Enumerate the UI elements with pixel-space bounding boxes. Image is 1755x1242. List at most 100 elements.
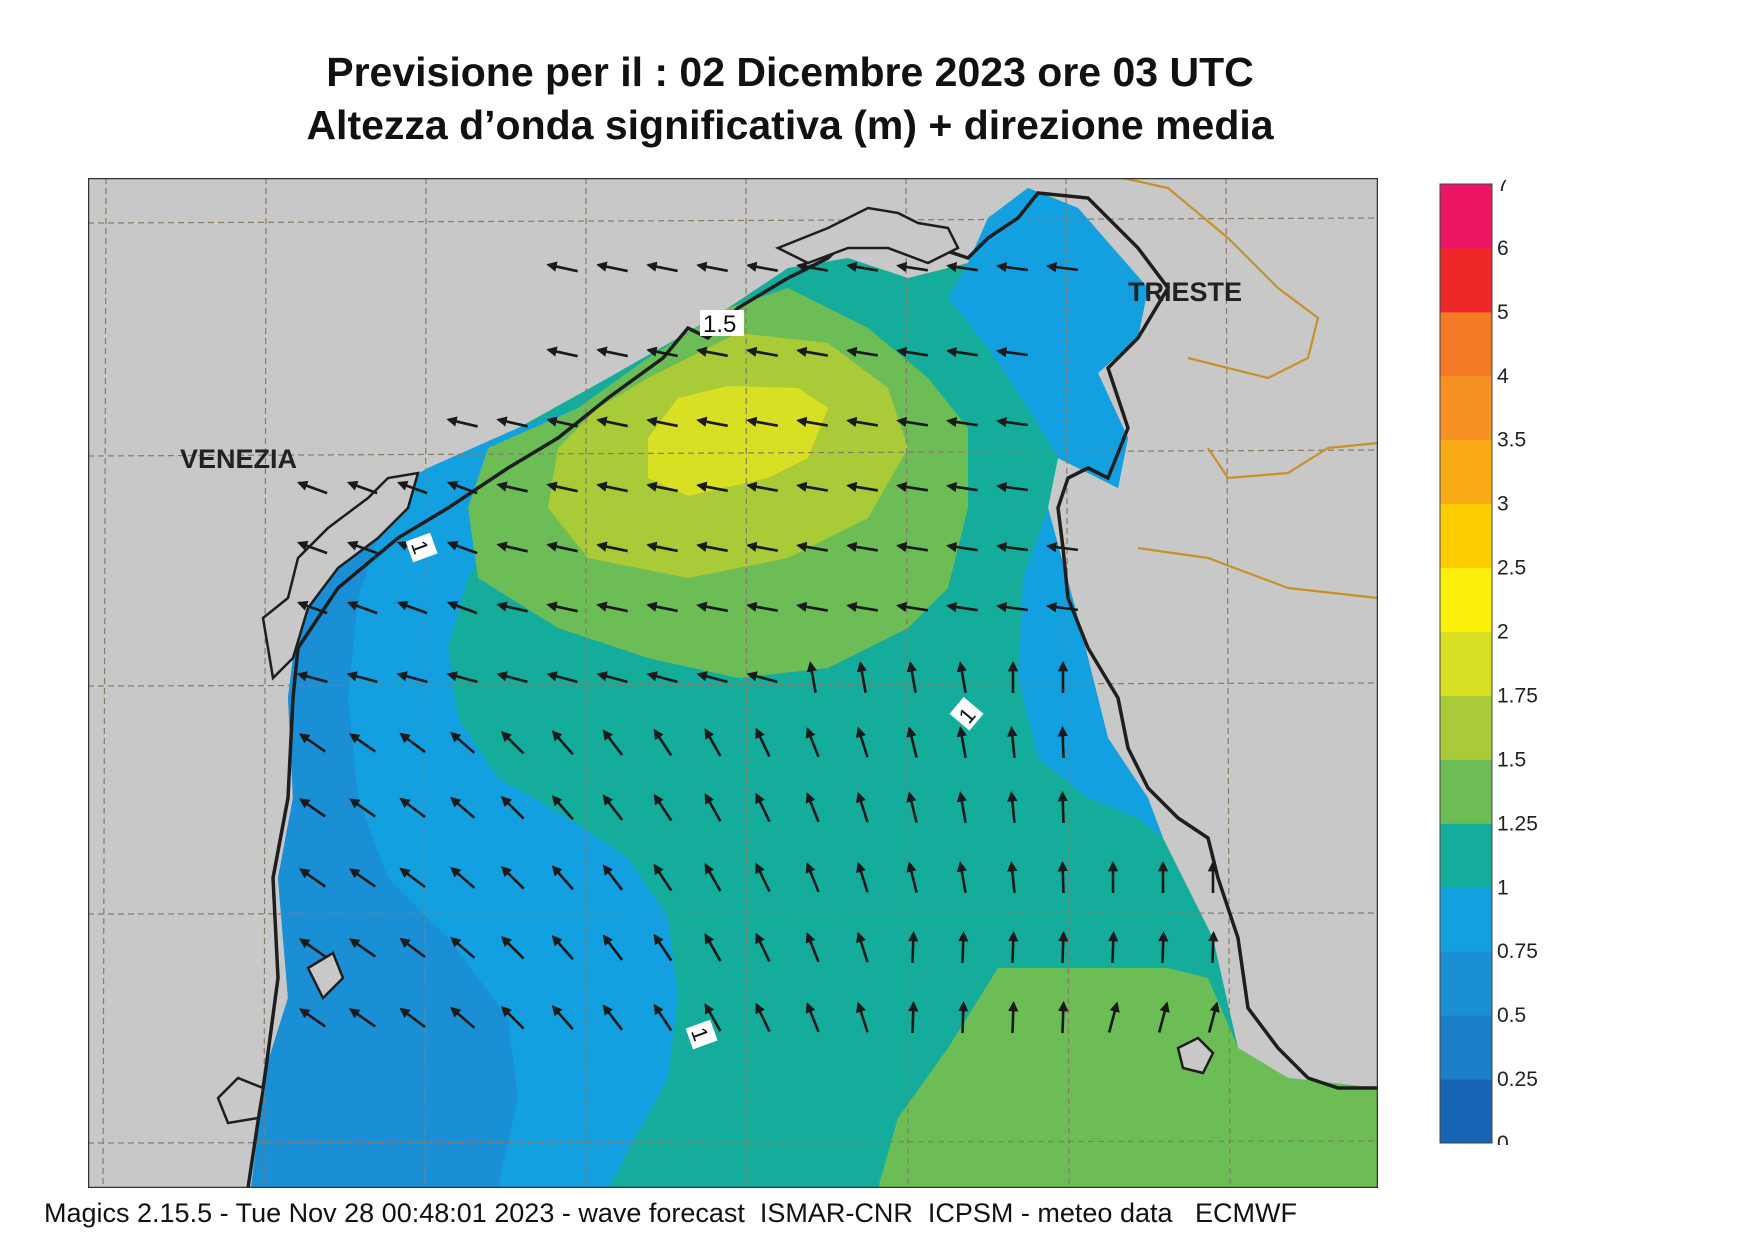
- legend-bin: [1440, 887, 1492, 952]
- legend-bin: [1440, 695, 1492, 760]
- legend-tick-label: 0.25: [1497, 1068, 1538, 1091]
- direction-arrow: [906, 661, 917, 693]
- direction-arrow: [956, 791, 967, 824]
- footer-credits: Magics 2.15.5 - Tue Nov 28 00:48:01 2023…: [44, 1198, 1297, 1228]
- wave-direction-arrows: [296, 261, 1220, 1034]
- direction-arrow: [696, 416, 728, 428]
- direction-arrow: [546, 481, 578, 493]
- direction-arrow: [399, 732, 426, 754]
- direction-arrow: [396, 671, 428, 684]
- direction-arrow: [755, 792, 771, 823]
- direction-arrow: [1046, 261, 1079, 273]
- direction-arrow: [996, 261, 1029, 273]
- legend-tick-label: 6: [1497, 237, 1509, 260]
- legend-tick-label: 1.25: [1497, 812, 1538, 835]
- direction-arrow: [551, 1005, 574, 1031]
- direction-arrow: [596, 416, 628, 428]
- direction-arrow: [1046, 541, 1079, 553]
- direction-arrow: [996, 481, 1029, 493]
- contour-label-1-a: 1: [405, 532, 438, 563]
- direction-arrow: [1107, 1001, 1120, 1033]
- direction-arrow: [956, 861, 967, 894]
- direction-arrow: [596, 346, 628, 358]
- legend-bin: [1440, 311, 1492, 377]
- direction-arrow: [946, 346, 979, 358]
- sea-zone-1-75: [648, 386, 828, 496]
- direction-arrow: [346, 600, 378, 615]
- direction-arrow: [996, 541, 1029, 553]
- direction-arrow: [696, 261, 728, 273]
- lagoon-venezia: [261, 471, 420, 681]
- direction-arrow: [805, 1002, 820, 1033]
- direction-arrow: [296, 671, 328, 684]
- direction-arrow: [755, 862, 771, 893]
- direction-arrow: [796, 541, 829, 552]
- direction-arrow: [956, 726, 967, 759]
- legend-tick-label: 5: [1497, 301, 1509, 324]
- direction-arrow: [299, 798, 327, 818]
- direction-arrow: [296, 600, 328, 615]
- direction-arrow: [496, 541, 528, 553]
- direction-arrow: [896, 416, 929, 428]
- direction-arrow: [551, 795, 574, 821]
- direction-arrow: [349, 1008, 377, 1028]
- legend-tick-label: 2: [1497, 621, 1509, 644]
- lagoon-marano: [774, 206, 960, 265]
- direction-arrow: [946, 261, 979, 273]
- direction-arrow: [956, 661, 967, 693]
- direction-arrow: [450, 796, 476, 819]
- legend-bin: [1440, 567, 1492, 633]
- sea-zone-se: [878, 968, 1378, 1188]
- direction-arrow: [602, 864, 624, 891]
- direction-arrow: [596, 481, 628, 493]
- direction-arrow: [996, 416, 1029, 428]
- direction-arrow: [704, 933, 722, 962]
- legend-tick-label: 4: [1497, 365, 1509, 388]
- direction-arrow: [856, 1001, 869, 1033]
- direction-arrow: [1007, 726, 1018, 759]
- direction-arrow: [450, 1006, 476, 1029]
- legend-bin: [1440, 375, 1492, 441]
- direction-arrow: [546, 541, 578, 553]
- direction-arrow: [653, 1003, 673, 1032]
- direction-arrow: [500, 935, 525, 960]
- direction-arrow: [653, 793, 673, 822]
- direction-arrow: [500, 795, 525, 820]
- direction-arrow: [299, 938, 327, 958]
- legend-bin: [1440, 631, 1492, 696]
- direction-arrow: [596, 671, 628, 684]
- direction-arrow: [1008, 1000, 1019, 1034]
- direction-arrow: [946, 416, 979, 428]
- sea-zone-east: [1018, 508, 1163, 838]
- label-venezia: VENEZIA: [180, 444, 297, 474]
- direction-arrow: [646, 416, 678, 428]
- direction-arrow: [746, 481, 778, 492]
- legend-tick-label: 0.5: [1497, 1004, 1526, 1027]
- direction-arrow: [856, 931, 869, 963]
- direction-arrow: [496, 416, 528, 428]
- direction-arrow: [299, 868, 327, 888]
- direction-arrow: [646, 541, 678, 553]
- direction-arrow: [1058, 930, 1069, 964]
- direction-arrow: [299, 1008, 327, 1028]
- direction-arrow: [906, 861, 918, 893]
- direction-arrow: [646, 346, 678, 358]
- direction-arrow: [596, 261, 628, 273]
- contour-label-text-1-5: 1.5: [703, 311, 736, 338]
- direction-arrow: [946, 541, 979, 553]
- direction-arrow: [496, 601, 528, 613]
- direction-arrow: [696, 346, 728, 358]
- direction-arrow: [496, 671, 528, 684]
- direction-arrow: [646, 481, 678, 493]
- wave-height-map: 1.5 1 1 1 VENEZIA TRIESTE: [88, 178, 1378, 1188]
- direction-arrow: [602, 934, 624, 961]
- direction-arrow: [546, 261, 578, 273]
- direction-arrow: [446, 416, 478, 428]
- direction-arrow: [653, 863, 673, 892]
- direction-arrow: [796, 261, 829, 272]
- direction-arrow: [856, 726, 869, 758]
- graticule: [88, 178, 1378, 1188]
- direction-arrow: [349, 733, 377, 753]
- legend-bin: [1440, 823, 1492, 888]
- direction-arrow: [496, 481, 528, 493]
